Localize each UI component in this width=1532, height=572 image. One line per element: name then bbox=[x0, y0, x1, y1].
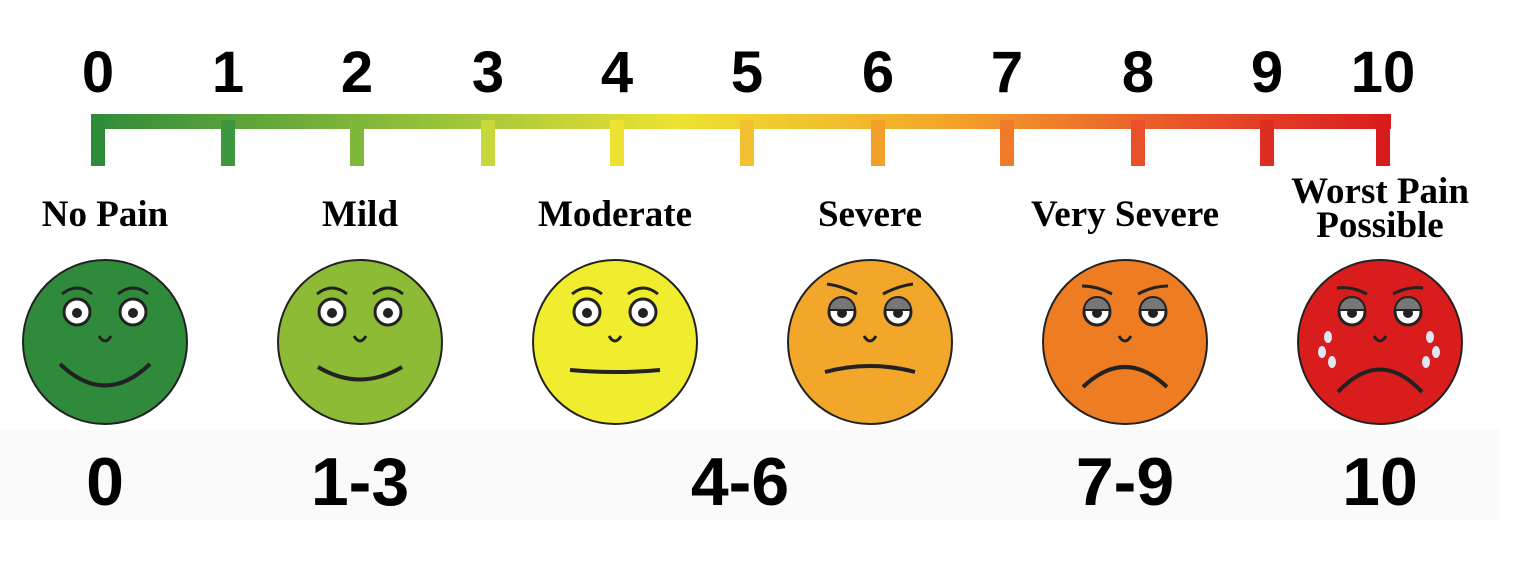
level-label: Moderate bbox=[538, 194, 692, 235]
face bbox=[277, 259, 443, 425]
brow bbox=[882, 282, 914, 296]
tick bbox=[481, 120, 495, 166]
tear bbox=[1432, 346, 1440, 358]
range-label: 1-3 bbox=[311, 444, 409, 520]
face bbox=[1297, 259, 1463, 425]
eyelid bbox=[1138, 296, 1168, 311]
eyelid bbox=[827, 296, 857, 311]
eyelid bbox=[1393, 296, 1423, 311]
range-band bbox=[0, 430, 1500, 520]
eyelid bbox=[883, 296, 913, 311]
pupil bbox=[128, 308, 138, 318]
range-label: 10 bbox=[1342, 444, 1418, 520]
pupil bbox=[582, 308, 592, 318]
brow bbox=[117, 286, 149, 296]
tear bbox=[1328, 356, 1336, 368]
tick bbox=[91, 120, 105, 166]
tick bbox=[740, 120, 754, 166]
label-line: Possible bbox=[1316, 205, 1443, 246]
tear bbox=[1318, 346, 1326, 358]
brow bbox=[1081, 284, 1113, 296]
face bbox=[532, 259, 698, 425]
brow bbox=[826, 282, 858, 296]
face bbox=[1042, 259, 1208, 425]
tick bbox=[871, 120, 885, 166]
tick-label: 4 bbox=[601, 40, 633, 105]
tick bbox=[610, 120, 624, 166]
nose bbox=[607, 335, 623, 343]
nose bbox=[97, 335, 113, 343]
tear bbox=[1324, 331, 1332, 343]
tick bbox=[350, 120, 364, 166]
tick bbox=[1260, 120, 1274, 166]
mouth bbox=[58, 362, 152, 388]
pupil bbox=[383, 308, 393, 318]
tick bbox=[1376, 120, 1390, 166]
brow bbox=[316, 286, 348, 296]
tick-label: 9 bbox=[1251, 40, 1283, 105]
mouth bbox=[569, 368, 661, 374]
nose bbox=[1117, 335, 1133, 343]
tick-label: 5 bbox=[731, 40, 763, 105]
level-label: Severe bbox=[818, 194, 922, 235]
range-label: 0 bbox=[86, 444, 124, 520]
pupil bbox=[327, 308, 337, 318]
eyelid bbox=[1082, 296, 1112, 311]
brow bbox=[1336, 286, 1368, 296]
level-label: Mild bbox=[322, 194, 398, 235]
brow bbox=[61, 286, 93, 296]
eyelid bbox=[1337, 296, 1367, 311]
mouth bbox=[316, 365, 404, 382]
level-label: Very Severe bbox=[1031, 194, 1219, 235]
brow bbox=[627, 286, 659, 296]
tick-label: 1 bbox=[212, 40, 244, 105]
tick-label: 3 bbox=[472, 40, 504, 105]
tick-label: 6 bbox=[862, 40, 894, 105]
tick bbox=[1000, 120, 1014, 166]
brow bbox=[571, 286, 603, 296]
level-label: No Pain bbox=[42, 194, 169, 235]
brow bbox=[1392, 286, 1424, 296]
brow bbox=[1137, 284, 1169, 296]
pupil bbox=[638, 308, 648, 318]
tick-label: 7 bbox=[991, 40, 1023, 105]
face bbox=[787, 259, 953, 425]
brow bbox=[372, 286, 404, 296]
mouth bbox=[1336, 367, 1424, 394]
tear bbox=[1426, 331, 1434, 343]
pupil bbox=[72, 308, 82, 318]
nose bbox=[352, 335, 368, 343]
tick-label: 2 bbox=[341, 40, 373, 105]
level-label: Worst Pain Possible bbox=[1291, 171, 1469, 246]
tick bbox=[1131, 120, 1145, 166]
tear bbox=[1422, 356, 1430, 368]
tick-label: 0 bbox=[82, 40, 114, 105]
tick bbox=[221, 120, 235, 166]
nose bbox=[1372, 335, 1388, 343]
mouth bbox=[1081, 365, 1169, 389]
face bbox=[22, 259, 188, 425]
range-label: 7-9 bbox=[1076, 444, 1174, 520]
range-label: 4-6 bbox=[691, 444, 789, 520]
tick-label: 8 bbox=[1122, 40, 1154, 105]
label-line: Worst Pain bbox=[1291, 171, 1469, 212]
nose bbox=[862, 335, 878, 343]
tick-label: 10 bbox=[1351, 40, 1416, 105]
mouth bbox=[824, 364, 916, 374]
